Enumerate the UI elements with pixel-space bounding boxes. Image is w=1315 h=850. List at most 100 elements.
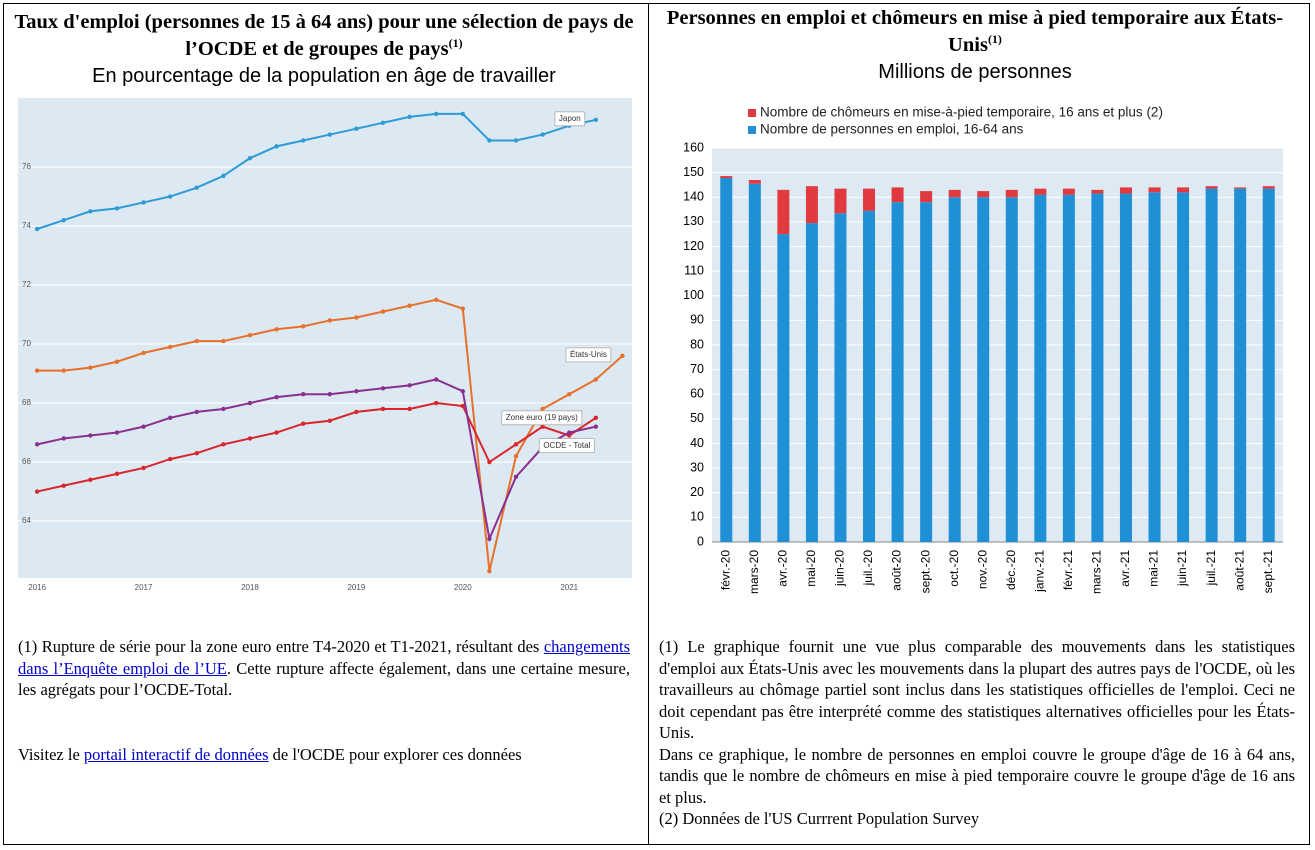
y-tick-label: 20 — [690, 485, 704, 499]
data-point — [380, 120, 386, 125]
x-tick-label: juin-21 — [1175, 550, 1189, 587]
data-point — [540, 406, 545, 412]
bar-segment — [805, 223, 818, 542]
bar-segment — [1177, 187, 1190, 193]
data-point — [300, 392, 306, 397]
data-point — [247, 332, 253, 338]
y-tick-label: 90 — [690, 313, 704, 327]
y-tick-label: 64 — [22, 516, 31, 525]
data-point — [327, 418, 332, 423]
data-point — [593, 377, 599, 382]
x-tick-label: sept.-21 — [1261, 550, 1275, 594]
bar-segment — [1148, 187, 1161, 193]
series-line — [36, 112, 597, 230]
data-point — [141, 465, 146, 471]
data-point — [327, 318, 332, 323]
data-point — [513, 474, 519, 480]
y-tick-label: 110 — [684, 263, 704, 277]
note: Visitez le portail interactif de données… — [18, 744, 630, 766]
x-tick-label: mars-20 — [747, 550, 761, 594]
y-tick-label: 72 — [22, 280, 31, 289]
bar-segment — [1062, 194, 1075, 542]
x-tick-label: 2016 — [28, 583, 46, 592]
data-point — [460, 306, 466, 311]
data-point — [354, 409, 359, 415]
x-tick-label: août-21 — [1232, 550, 1246, 591]
y-tick-label: 30 — [690, 460, 704, 474]
y-tick-label: 100 — [683, 288, 704, 302]
data-point — [221, 442, 226, 447]
data-point — [380, 309, 386, 314]
x-tick-label: mars-21 — [1090, 550, 1104, 594]
label-box — [554, 111, 586, 127]
data-point — [300, 138, 306, 143]
data-point — [327, 132, 332, 137]
bar-segment — [1005, 189, 1018, 198]
data-point — [620, 353, 625, 359]
y-tick-label: 120 — [683, 239, 704, 253]
bar-segment — [748, 183, 761, 543]
series-line — [36, 402, 597, 493]
y-tick-label: 10 — [690, 510, 704, 524]
series-name: Japon — [559, 114, 581, 123]
data-point — [274, 430, 279, 435]
data-point — [167, 344, 173, 350]
data-point — [327, 392, 332, 397]
series-name: OCDE - Total — [543, 441, 590, 450]
y-tick-label: 76 — [22, 162, 31, 171]
legend-swatch — [748, 109, 756, 117]
data-point — [354, 389, 359, 394]
x-tick-label: avr.-20 — [776, 550, 790, 587]
data-point — [34, 442, 40, 447]
data-point — [434, 377, 439, 382]
data-point — [274, 327, 279, 332]
bar-segment — [920, 191, 933, 203]
frame — [3, 3, 1310, 845]
note: (1) Rupture de série pour la zone euro e… — [18, 636, 630, 701]
data-point — [194, 338, 199, 344]
chart-subtitle: Millions de personnes — [878, 61, 1072, 83]
data-point — [34, 226, 40, 232]
bar-segment — [1091, 189, 1104, 194]
right-notes: (1) Le graphique fournit une vue plus co… — [659, 636, 1295, 830]
data-point — [274, 394, 279, 400]
bar-segment — [1119, 187, 1132, 194]
bar-segment — [1148, 192, 1161, 542]
bar-segment — [1177, 192, 1190, 542]
x-tick-label: avr.-21 — [1118, 550, 1132, 587]
x-tick-label: 2017 — [135, 583, 153, 592]
data-point — [460, 403, 466, 409]
data-point — [513, 138, 519, 143]
data-point — [34, 489, 40, 494]
series-name: Zone euro (19 pays) — [506, 413, 578, 422]
x-tick-label: nov.-20 — [975, 550, 989, 589]
data-point — [380, 386, 386, 391]
note-link[interactable]: portail interactif de données — [83, 744, 269, 764]
title-note: (1) — [987, 32, 1002, 46]
data-point — [167, 415, 173, 421]
data-point — [61, 483, 66, 488]
data-point — [593, 424, 599, 429]
data-point — [194, 409, 199, 415]
chart-title: Personnes en emploi et chômeurs en mise … — [666, 7, 1284, 56]
label-box — [538, 438, 595, 454]
data-point — [593, 117, 599, 123]
series-label: OCDE - Total — [538, 438, 595, 454]
bar-segment — [1119, 193, 1132, 542]
note-link[interactable]: changements dans l’Enquête emploi de l’U… — [18, 637, 630, 678]
data-point — [114, 471, 120, 477]
bar-segment — [720, 178, 733, 543]
x-tick-label: sept.-20 — [918, 550, 932, 594]
bar-segment — [920, 202, 933, 543]
data-point — [407, 383, 412, 388]
data-point — [300, 421, 306, 426]
x-tick-label: oct.-20 — [947, 550, 961, 587]
title-note: (1) — [448, 36, 463, 50]
x-tick-label: août-20 — [890, 550, 904, 591]
bar-segment — [1205, 186, 1218, 189]
bar-segment — [1262, 188, 1275, 542]
data-point — [407, 303, 412, 308]
series-label: Zone euro (19 pays) — [501, 410, 583, 426]
data-point — [460, 389, 466, 394]
bar-segment — [748, 180, 761, 184]
